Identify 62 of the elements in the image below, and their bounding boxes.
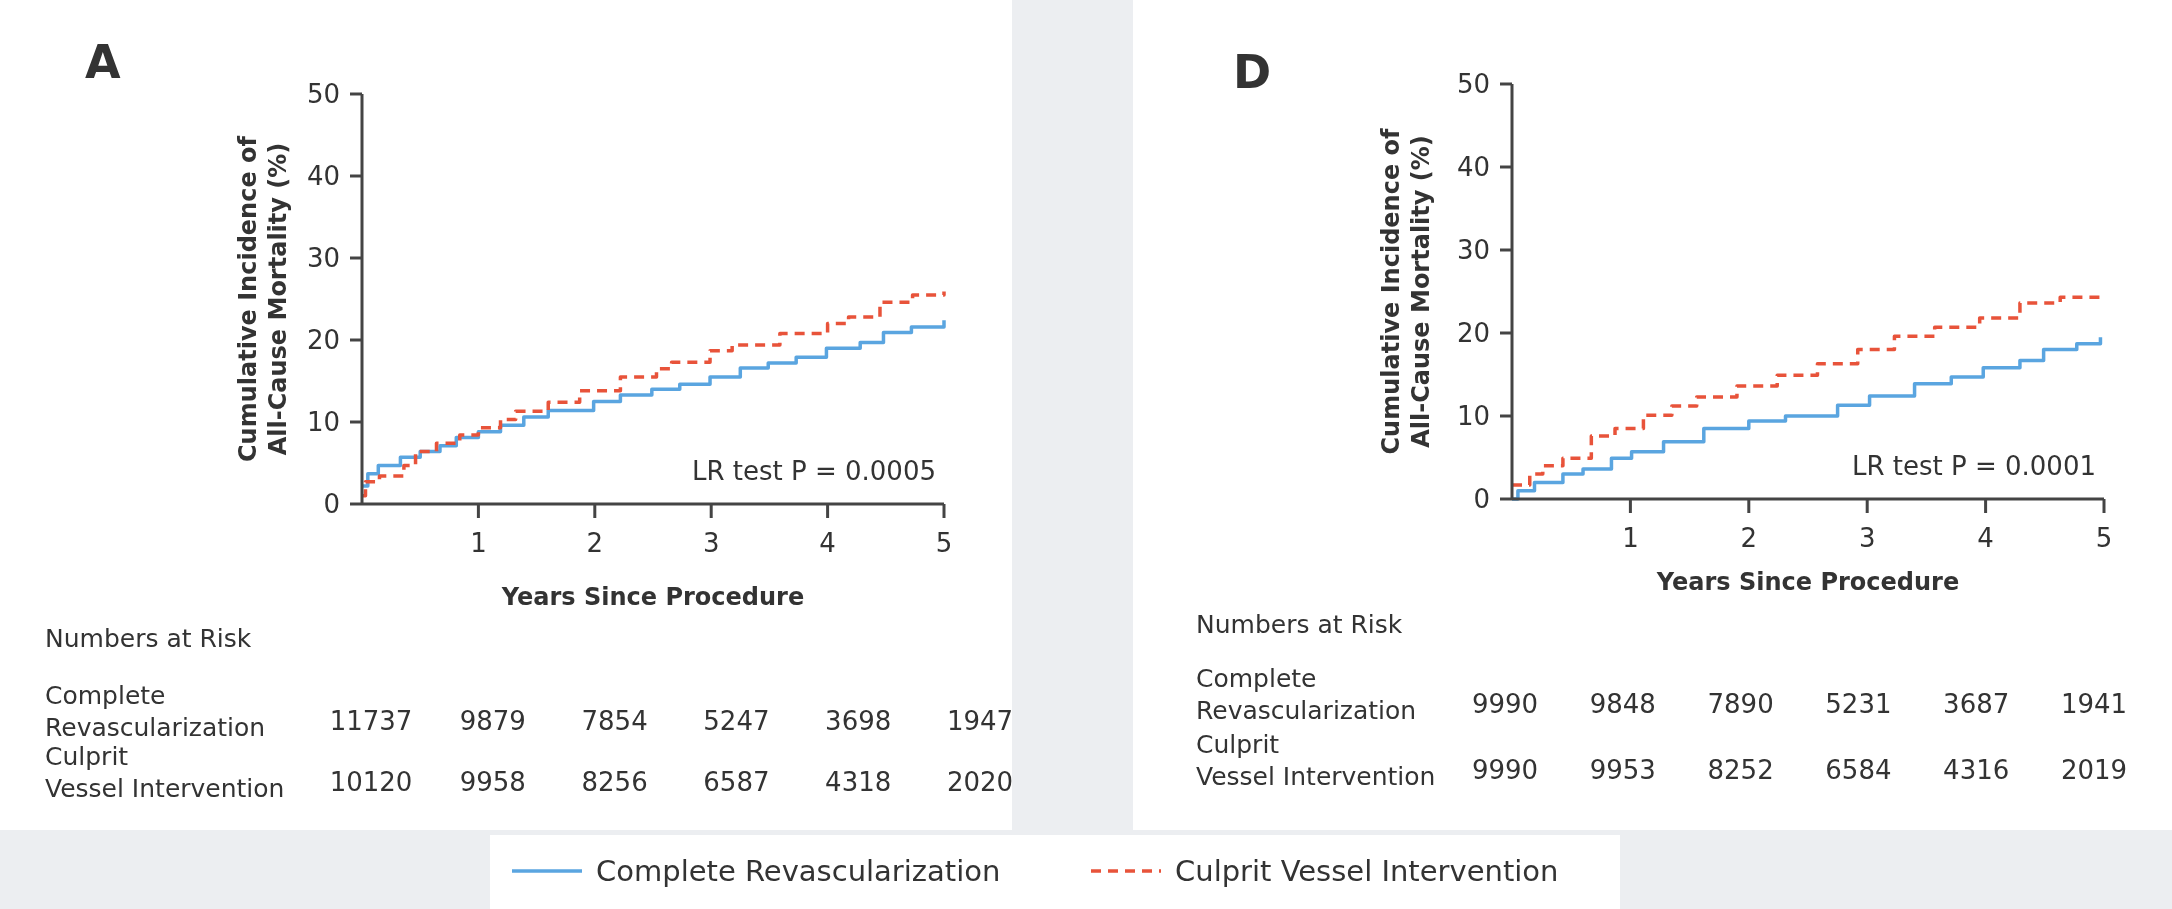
- text: 4318: [825, 767, 892, 797]
- annotation: LR test P = 0.0005: [692, 456, 936, 486]
- x-tick-label: 3: [1858, 523, 1876, 553]
- x-tick-label: 5: [2095, 523, 2113, 553]
- text: 3698: [825, 706, 892, 736]
- y-axis-title: Cumulative Incidence of All-Cause Mortality (%): [1377, 127, 1435, 455]
- y-tick-label: 0: [1473, 484, 1490, 514]
- x-tick-label: 3: [702, 528, 720, 558]
- text: Culprit Vessel Intervention: [1196, 730, 1436, 791]
- text: 7890: [1707, 689, 1774, 719]
- text: 6584: [1825, 755, 1892, 785]
- y-tick-label: 0: [323, 489, 340, 519]
- y-tick-label: 20: [306, 325, 340, 355]
- text: 5247: [703, 706, 770, 736]
- text: 9848: [1589, 689, 1656, 719]
- y-tick-label: 20: [1456, 318, 1490, 348]
- text: Numbers at Risk: [1196, 610, 1403, 639]
- y-tick-label: 30: [306, 243, 340, 273]
- text: Numbers at Risk: [45, 624, 252, 653]
- text: 10120: [329, 767, 413, 797]
- y-tick-label: 30: [1456, 235, 1490, 265]
- text: 6587: [703, 767, 770, 797]
- x-tick-label: 2: [1740, 523, 1758, 553]
- y-tick-label: 10: [306, 407, 340, 437]
- y-tick-label: 10: [1456, 401, 1490, 431]
- text: 9879: [459, 706, 526, 736]
- x-tick-label: 1: [470, 528, 487, 558]
- chart-title: D: [1233, 45, 1272, 99]
- text: 2019: [2060, 755, 2128, 785]
- annotation: LR test P = 0.0001: [1852, 451, 2096, 481]
- y-tick-label: 50: [306, 79, 340, 109]
- text: 7854: [581, 706, 648, 736]
- text: 4316: [1943, 755, 2010, 785]
- legend-label: Complete Revascularization: [596, 854, 1001, 888]
- text: Culprit Vessel Intervention: [45, 742, 285, 803]
- text: 9990: [1471, 689, 1539, 719]
- x-tick-label: 1: [1622, 523, 1639, 553]
- x-axis-title: Years Since Procedure: [1655, 568, 1960, 596]
- y-tick-label: 40: [306, 161, 340, 191]
- y-tick-label: 40: [1456, 152, 1490, 182]
- x-tick-label: 4: [1977, 523, 1994, 553]
- x-tick-label: 4: [819, 528, 836, 558]
- text: 11737: [329, 706, 413, 736]
- x-tick-label: 2: [586, 528, 604, 558]
- y-axis-title: Cumulative Incidence of All-Cause Mortality (%): [234, 135, 292, 462]
- text: 3687: [1943, 689, 2010, 719]
- legend-label: Culprit Vessel Intervention: [1175, 854, 1559, 888]
- text: 9953: [1589, 755, 1656, 785]
- y-tick-label: 50: [1456, 69, 1490, 99]
- text: 5231: [1825, 689, 1892, 719]
- text: 1947: [946, 706, 1014, 736]
- chart-title: A: [85, 35, 121, 89]
- text: 8252: [1707, 755, 1774, 785]
- text: 1941: [2060, 689, 2128, 719]
- text: Complete Revascularization: [1196, 664, 1417, 725]
- x-tick-label: 5: [935, 528, 953, 558]
- text: Complete Revascularization: [45, 681, 266, 742]
- text: 2020: [946, 767, 1014, 797]
- text: 9990: [1471, 755, 1539, 785]
- text: 8256: [581, 767, 648, 797]
- text: 9958: [459, 767, 526, 797]
- x-axis-title: Years Since Procedure: [500, 583, 805, 611]
